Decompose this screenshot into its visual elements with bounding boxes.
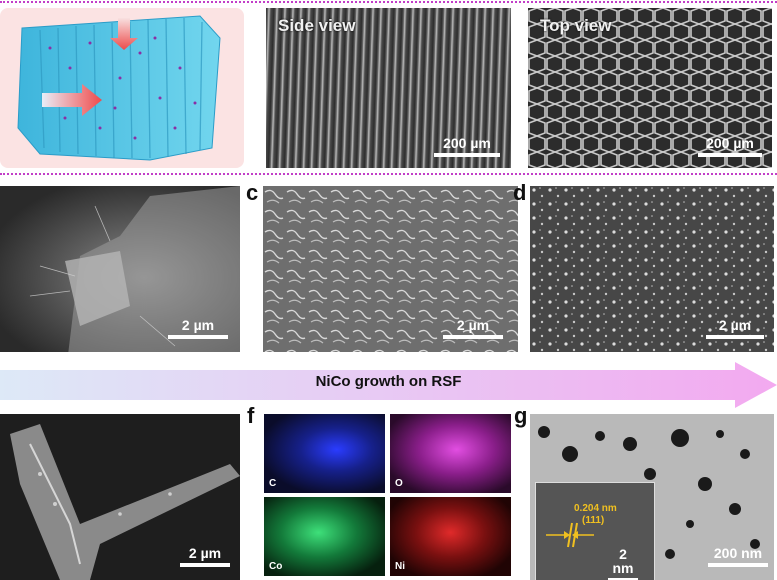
top-view-label: Top view	[540, 16, 612, 35]
growth-arrow	[0, 362, 777, 408]
side-scale-bar: 200 µm	[434, 136, 500, 157]
eds-map-o: O	[390, 414, 511, 493]
panel-label-g: g	[514, 403, 528, 428]
hrtem-inset: 0.204 nm (111) 2 nm	[535, 482, 655, 580]
panel-label-f: f	[247, 403, 255, 428]
sheet-shape	[29, 186, 240, 352]
scaffold-illustration	[17, 15, 221, 161]
g-inset-scale-bar: 2 nm	[608, 547, 638, 580]
eds-label-co: Co	[269, 561, 283, 572]
lattice-arrows-icon	[546, 522, 594, 548]
g-inset-scale-text: 2 nm	[612, 546, 634, 576]
scaffold-schematic	[0, 8, 244, 168]
sem-top-view: Top view 200 µm	[528, 8, 772, 168]
eds-label-o: O	[395, 478, 403, 489]
d-scale-text: 2 µm	[718, 317, 752, 333]
eds-label-ni: Ni	[395, 561, 405, 572]
side-view-label: Side view	[278, 16, 356, 35]
eds-map-c: C	[264, 414, 385, 493]
top-scale-text: 200 µm	[706, 135, 754, 151]
row2-left-scale-bar: 2 µm	[168, 318, 228, 339]
nanosheet-texture	[263, 186, 518, 352]
row3-left-scale-text: 2 µm	[188, 545, 222, 561]
d-scale-bar: 2 µm	[706, 318, 764, 339]
panel-label-d: d	[513, 180, 527, 205]
g-scale-text: 200 nm	[713, 545, 763, 561]
sem-panel-d: 2 µm	[530, 186, 774, 352]
row2-left-scale-text: 2 µm	[181, 317, 215, 333]
eds-map-co: Co	[264, 497, 385, 576]
panel-label-c: c	[246, 180, 259, 205]
middle-dotted-border	[0, 173, 777, 175]
lattice-spacing: 0.204 nm	[574, 503, 617, 514]
tem-particles	[538, 426, 760, 559]
c-scale-text: 2 µm	[456, 317, 490, 333]
side-scale-text: 200 µm	[443, 135, 491, 151]
lattice-plane: (111)	[582, 515, 605, 526]
g-scale-bar: 200 nm	[708, 546, 768, 567]
eds-map-ni: Ni	[390, 497, 511, 576]
sem-side-view: Side view 200 µm	[266, 8, 511, 168]
vertical-arrow-icon	[110, 18, 138, 50]
c-scale-bar: 2 µm	[443, 318, 503, 339]
fiber-shape	[10, 424, 240, 580]
horizontal-arrow-icon	[42, 84, 102, 116]
tem-panel-g: 0.204 nm (111) 2 nm 200 nm	[530, 414, 774, 580]
sem-panel-c: 2 µm	[263, 186, 518, 352]
sem-single-fiber: 2 µm	[0, 414, 240, 580]
honeycomb-texture	[528, 8, 772, 168]
top-scale-bar: 200 µm	[698, 136, 762, 157]
growth-arrow-label: NiCo growth on RSF	[315, 373, 462, 390]
row3-left-scale-bar: 2 µm	[180, 546, 230, 567]
particle-texture	[530, 186, 774, 352]
eds-label-c: C	[269, 478, 277, 489]
sem-fiber-sheet: 2 µm	[0, 186, 240, 352]
top-dotted-border	[0, 1, 777, 3]
